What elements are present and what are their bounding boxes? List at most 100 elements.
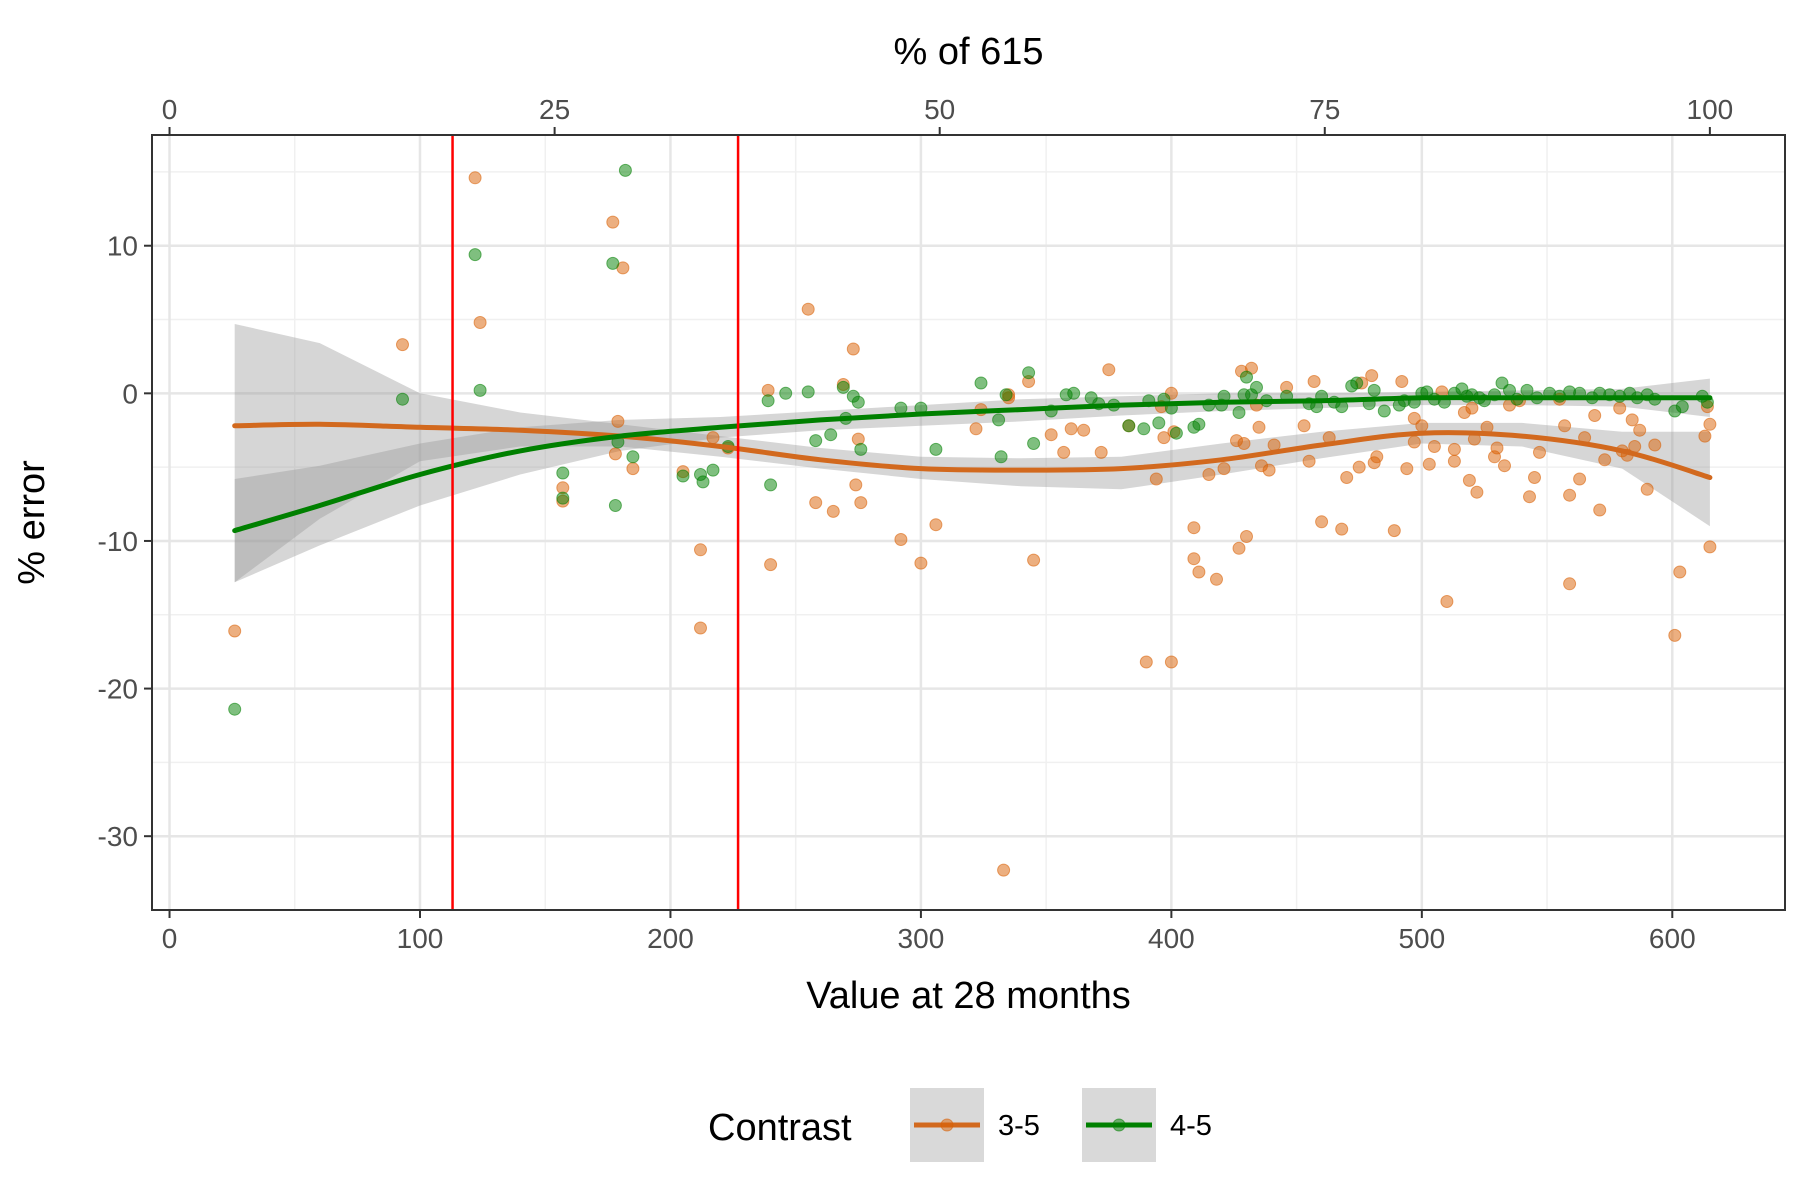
top-tick-label: 75 xyxy=(1309,94,1340,125)
data-point xyxy=(801,385,815,399)
smooth-line xyxy=(232,421,1713,480)
data-point xyxy=(608,447,622,461)
data-point xyxy=(1640,482,1654,496)
data-point xyxy=(1462,473,1476,487)
data-point xyxy=(1157,431,1171,445)
x-tick-label: 300 xyxy=(898,923,945,954)
data-point xyxy=(1237,437,1251,450)
data-point xyxy=(992,413,1006,427)
data-point xyxy=(974,376,988,390)
data-point xyxy=(1625,413,1639,427)
x-tick-label: 0 xyxy=(162,923,178,954)
data-point xyxy=(606,256,620,270)
panel-border xyxy=(151,134,1786,911)
confidence-ribbons xyxy=(234,324,1710,583)
data-point xyxy=(854,496,868,510)
x-tick-label: 100 xyxy=(397,923,444,954)
top-tick-label: 0 xyxy=(162,94,178,125)
data-point xyxy=(1400,462,1414,476)
data-point xyxy=(836,380,850,394)
reference-lines xyxy=(451,135,740,910)
data-point xyxy=(801,302,815,316)
data-point xyxy=(1077,423,1091,437)
data-point xyxy=(1490,441,1504,455)
legend: Contrast 3-5 4-5 xyxy=(708,1088,1212,1162)
data-point xyxy=(1027,437,1041,450)
data-point xyxy=(1598,453,1612,467)
data-point xyxy=(1668,628,1682,642)
data-point xyxy=(618,163,632,177)
x-tick-label: 600 xyxy=(1649,923,1696,954)
data-point xyxy=(1315,515,1329,529)
data-point xyxy=(608,499,622,512)
data-point xyxy=(556,491,570,505)
data-point xyxy=(851,395,865,409)
data-point xyxy=(706,431,720,445)
top-tick-label: 100 xyxy=(1687,94,1734,125)
data-point xyxy=(1558,419,1572,433)
data-point xyxy=(1698,429,1712,443)
data-point xyxy=(1022,366,1036,380)
data-point xyxy=(1703,540,1717,554)
data-point xyxy=(1498,459,1511,473)
smooth-line xyxy=(232,395,1713,534)
data-point xyxy=(1395,375,1409,388)
y-tick-label: 10 xyxy=(107,231,138,262)
data-point xyxy=(969,422,983,436)
data-point xyxy=(1202,468,1216,481)
data-point xyxy=(1027,553,1041,567)
data-point xyxy=(1528,471,1541,484)
data-point xyxy=(1169,426,1183,440)
top-axis-title: % of 615 xyxy=(894,31,1044,73)
legend-label: 3-5 xyxy=(998,1110,1040,1142)
x-tick-label: 200 xyxy=(647,923,694,954)
data-point xyxy=(694,621,707,635)
data-point xyxy=(1164,655,1178,669)
data-point xyxy=(914,556,928,570)
data-point xyxy=(1350,376,1364,390)
data-point xyxy=(1520,383,1534,397)
data-point xyxy=(1262,463,1276,477)
data-point xyxy=(1232,541,1246,555)
data-point xyxy=(764,478,778,492)
data-point xyxy=(1187,521,1201,535)
data-point xyxy=(849,478,863,492)
top-tick-label: 50 xyxy=(924,94,955,125)
data-point xyxy=(1447,454,1461,468)
data-point xyxy=(999,388,1013,402)
data-point xyxy=(1563,488,1577,502)
data-point xyxy=(1352,460,1366,474)
data-point xyxy=(696,475,710,489)
data-point xyxy=(1297,419,1311,433)
y-tick-label: -20 xyxy=(98,674,138,705)
data-point xyxy=(994,450,1008,464)
data-point xyxy=(1340,471,1354,484)
data-point xyxy=(468,171,482,185)
data-point xyxy=(1064,422,1078,436)
data-point xyxy=(1427,440,1441,453)
data-point xyxy=(1240,370,1253,384)
data-point xyxy=(1187,552,1201,566)
data-point xyxy=(1563,577,1577,591)
data-point xyxy=(1673,565,1687,579)
data-point xyxy=(764,558,778,572)
y-tick-label: -30 xyxy=(98,821,138,852)
data-point xyxy=(761,394,775,408)
data-point xyxy=(854,442,868,456)
data-point xyxy=(1367,383,1381,397)
data-point xyxy=(809,496,823,510)
data-point xyxy=(1370,450,1384,464)
data-point xyxy=(1407,435,1421,449)
data-point xyxy=(929,518,943,532)
data-point xyxy=(1192,417,1206,431)
data-point xyxy=(1377,404,1391,418)
data-point xyxy=(1152,416,1166,430)
data-point xyxy=(826,504,840,518)
data-point xyxy=(473,316,487,329)
data-point xyxy=(1387,524,1401,538)
x-tick-label: 500 xyxy=(1398,923,1445,954)
data-point xyxy=(606,215,620,229)
data-point xyxy=(611,414,625,428)
data-point xyxy=(1252,420,1266,434)
